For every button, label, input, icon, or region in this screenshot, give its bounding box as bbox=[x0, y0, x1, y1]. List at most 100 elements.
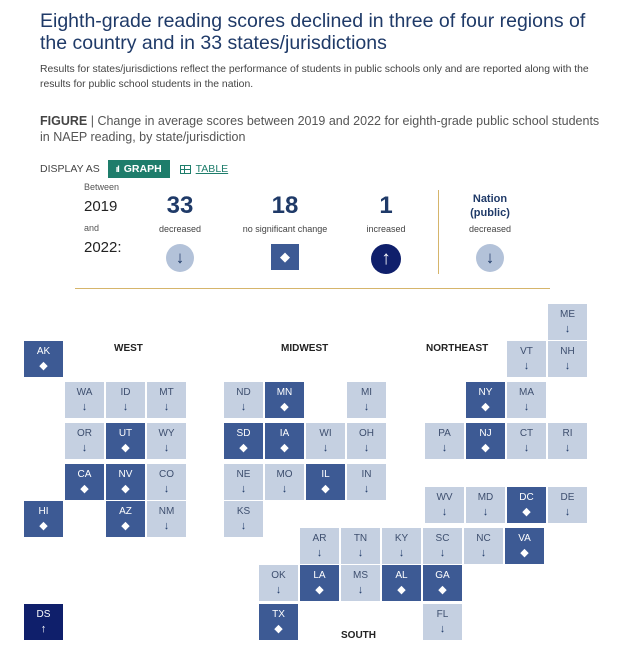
state-tile-ga[interactable]: GA ◆ bbox=[423, 565, 462, 601]
state-tile-wi[interactable]: WI ↓ bbox=[306, 423, 345, 459]
state-tile-mn[interactable]: MN ◆ bbox=[265, 382, 304, 418]
state-abbr: WY bbox=[158, 427, 175, 439]
state-abbr: DC bbox=[519, 491, 534, 503]
state-tile-ne[interactable]: NE ↓ bbox=[224, 464, 263, 500]
state-abbr: ID bbox=[120, 386, 131, 398]
state-tile-mt[interactable]: MT ↓ bbox=[147, 382, 186, 418]
state-tile-wv[interactable]: WV ↓ bbox=[425, 487, 464, 523]
state-tile-la[interactable]: LA ◆ bbox=[300, 565, 339, 601]
arrow-down-icon: ↓ bbox=[357, 583, 364, 596]
state-tile-ma[interactable]: MA ↓ bbox=[507, 382, 546, 418]
diamond-icon: ◆ bbox=[121, 519, 130, 532]
state-abbr: VA bbox=[518, 532, 531, 544]
state-tile-az[interactable]: AZ ◆ bbox=[106, 501, 145, 537]
table-icon bbox=[179, 164, 191, 174]
arrow-down-icon: ↓ bbox=[564, 322, 571, 335]
state-tile-sc[interactable]: SC ↓ bbox=[423, 528, 462, 564]
nation-status: decreased bbox=[468, 224, 512, 234]
state-abbr: DS bbox=[36, 608, 51, 620]
state-tile-nh[interactable]: NH ↓ bbox=[548, 341, 587, 377]
state-tile-al[interactable]: AL ◆ bbox=[382, 565, 421, 601]
state-tile-dc[interactable]: DC ◆ bbox=[507, 487, 546, 523]
state-abbr: KS bbox=[236, 505, 251, 517]
state-abbr: TN bbox=[353, 532, 368, 544]
state-tile-va[interactable]: VA ◆ bbox=[505, 528, 544, 564]
state-tile-sd[interactable]: SD ◆ bbox=[224, 423, 263, 459]
state-tile-fl[interactable]: FL ↓ bbox=[423, 604, 462, 640]
state-tile-in[interactable]: IN ↓ bbox=[347, 464, 386, 500]
diamond-icon: ◆ bbox=[520, 546, 529, 559]
state-tile-pa[interactable]: PA ↓ bbox=[425, 423, 464, 459]
arrow-down-icon: ↓ bbox=[523, 400, 530, 413]
arrow-up-icon: ↑ bbox=[40, 622, 47, 635]
state-tile-ds[interactable]: DS ↑ bbox=[24, 604, 63, 640]
graph-button[interactable]: ıl GRAPH bbox=[107, 160, 170, 178]
arrow-down-icon: ↓ bbox=[482, 505, 489, 518]
graph-button-label: GRAPH bbox=[123, 163, 162, 175]
arrow-down-icon: ↓ bbox=[480, 546, 487, 559]
state-abbr: OK bbox=[271, 569, 286, 581]
state-tile-mo[interactable]: MO ↓ bbox=[265, 464, 304, 500]
arrow-down-icon: ↓ bbox=[357, 546, 364, 559]
state-tile-wa[interactable]: WA ↓ bbox=[65, 382, 104, 418]
state-abbr: AZ bbox=[119, 505, 132, 517]
state-tile-vt[interactable]: VT ↓ bbox=[507, 341, 546, 377]
state-abbr: AR bbox=[312, 532, 327, 544]
arrow-down-icon: ↓ bbox=[275, 583, 282, 596]
diamond-icon: ◆ bbox=[438, 583, 447, 596]
state-abbr: KY bbox=[394, 532, 409, 544]
arrow-down-icon: ↓ bbox=[439, 546, 446, 559]
state-tile-ny[interactable]: NY ◆ bbox=[466, 382, 505, 418]
arrow-up-icon: ↑ bbox=[371, 244, 401, 274]
state-tile-md[interactable]: MD ↓ bbox=[466, 487, 505, 523]
state-abbr: IA bbox=[279, 427, 290, 439]
state-tile-wy[interactable]: WY ↓ bbox=[147, 423, 186, 459]
state-tile-oh[interactable]: OH ↓ bbox=[347, 423, 386, 459]
year-range: Between 2019 and 2022: bbox=[84, 182, 144, 264]
state-tile-mi[interactable]: MI ↓ bbox=[347, 382, 386, 418]
nation-title: Nation bbox=[472, 193, 508, 205]
state-tile-ri[interactable]: RI ↓ bbox=[548, 423, 587, 459]
state-abbr: WV bbox=[436, 491, 453, 503]
region-label-south: SOUTH bbox=[341, 630, 376, 641]
state-tile-ar[interactable]: AR ↓ bbox=[300, 528, 339, 564]
state-tile-tn[interactable]: TN ↓ bbox=[341, 528, 380, 564]
state-tile-ak[interactable]: AK ◆ bbox=[24, 341, 63, 377]
state-tile-id[interactable]: ID ↓ bbox=[106, 382, 145, 418]
state-tile-il[interactable]: IL ◆ bbox=[306, 464, 345, 500]
state-tile-ok[interactable]: OK ↓ bbox=[259, 565, 298, 601]
state-abbr: VT bbox=[520, 345, 533, 357]
state-tile-ia[interactable]: IA ◆ bbox=[265, 423, 304, 459]
state-abbr: NY bbox=[478, 386, 493, 398]
state-tile-de[interactable]: DE ↓ bbox=[548, 487, 587, 523]
state-tile-co[interactable]: CO ↓ bbox=[147, 464, 186, 500]
figure-label: FIGURE bbox=[40, 114, 88, 128]
state-tile-or[interactable]: OR ↓ bbox=[65, 423, 104, 459]
arrow-down-icon: ↓ bbox=[316, 546, 323, 559]
state-tile-me[interactable]: ME ↓ bbox=[548, 304, 587, 340]
diamond-icon: ◆ bbox=[274, 622, 283, 635]
table-link[interactable]: TABLE bbox=[179, 163, 229, 175]
state-abbr: LA bbox=[313, 569, 326, 581]
state-tile-ct[interactable]: CT ↓ bbox=[507, 423, 546, 459]
state-abbr: NV bbox=[118, 468, 133, 480]
page-title: Eighth-grade reading scores declined in … bbox=[40, 10, 586, 54]
state-tile-tx[interactable]: TX ◆ bbox=[259, 604, 298, 640]
state-abbr: MO bbox=[276, 468, 293, 480]
table-link-label: TABLE bbox=[195, 163, 229, 175]
state-abbr: SD bbox=[236, 427, 251, 439]
state-tile-nc[interactable]: NC ↓ bbox=[464, 528, 503, 564]
state-tile-ut[interactable]: UT ◆ bbox=[106, 423, 145, 459]
state-tile-ky[interactable]: KY ↓ bbox=[382, 528, 421, 564]
state-tile-nv[interactable]: NV ◆ bbox=[106, 464, 145, 500]
state-tile-nd[interactable]: ND ↓ bbox=[224, 382, 263, 418]
state-tile-ca[interactable]: CA ◆ bbox=[65, 464, 104, 500]
state-tile-hi[interactable]: HI ◆ bbox=[24, 501, 63, 537]
state-tile-ms[interactable]: MS ↓ bbox=[341, 565, 380, 601]
state-tile-ks[interactable]: KS ↓ bbox=[224, 501, 263, 537]
state-tile-nj[interactable]: NJ ◆ bbox=[466, 423, 505, 459]
arrow-down-icon: ↓ bbox=[322, 441, 329, 454]
arrow-down-icon: ↓ bbox=[441, 505, 448, 518]
state-abbr: CA bbox=[77, 468, 92, 480]
state-tile-nm[interactable]: NM ↓ bbox=[147, 501, 186, 537]
